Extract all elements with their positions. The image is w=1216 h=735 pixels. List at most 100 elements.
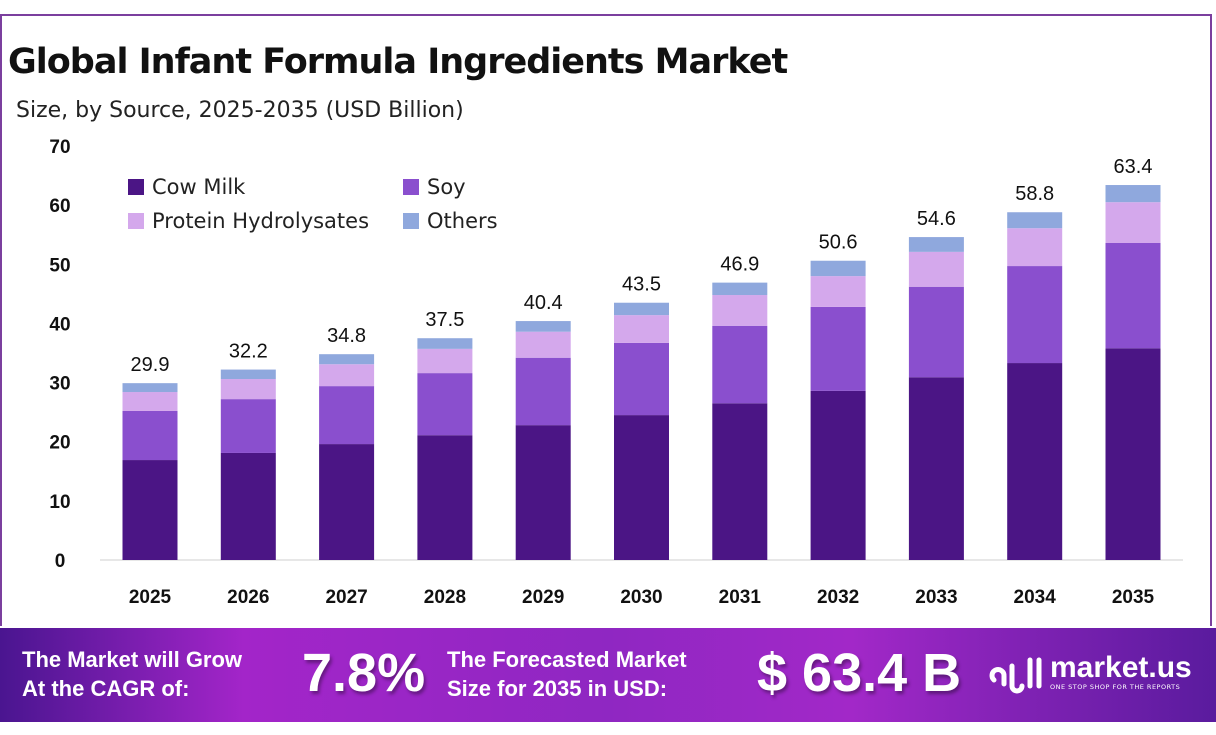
chart-subtitle: Size, by Source, 2025-2035 (USD Billion) — [16, 98, 464, 123]
bar-segment-others — [1105, 185, 1161, 203]
bar-segment-cow-milk — [122, 460, 178, 560]
y-tick-label: 60 — [49, 196, 70, 217]
bar-segment-protein-hydrolysates — [220, 379, 276, 400]
total-label: 54.6 — [917, 208, 956, 230]
x-tick-label: 2026 — [227, 587, 269, 608]
total-label: 40.4 — [524, 292, 563, 314]
bar-segment-cow-milk — [1105, 348, 1161, 560]
legend-label: Cow Milk — [152, 175, 246, 199]
legend-swatch — [128, 179, 144, 195]
cagr-label-line1: The Market will Grow — [22, 647, 243, 672]
bar-segment-soy — [1105, 242, 1161, 349]
total-label: 58.8 — [1015, 183, 1054, 205]
bar-segment-protein-hydrolysates — [122, 392, 178, 411]
cagr-label-line2: At the CAGR of: — [22, 676, 190, 701]
x-tick-label: 2033 — [915, 587, 957, 608]
y-tick-label: 70 — [49, 137, 70, 158]
bar-segment-protein-hydrolysates — [417, 348, 473, 374]
total-label: 63.4 — [1114, 156, 1153, 178]
bar-segment-protein-hydrolysates — [1007, 228, 1063, 267]
x-tick-label: 2034 — [1014, 587, 1057, 608]
x-tick-label: 2030 — [620, 587, 662, 608]
bar-segment-cow-milk — [614, 415, 669, 560]
bar-segment-protein-hydrolysates — [319, 364, 375, 387]
bar-segment-soy — [220, 399, 276, 453]
bar-segment-soy — [417, 373, 473, 436]
bar-segment-soy — [810, 306, 866, 391]
bar-segment-cow-milk — [417, 435, 473, 560]
bar-segment-soy — [319, 386, 375, 445]
total-label: 32.2 — [229, 341, 268, 363]
bar-segment-cow-milk — [1007, 363, 1063, 560]
bar-segment-others — [614, 302, 669, 316]
bar-segment-protein-hydrolysates — [908, 251, 964, 287]
chart-title: Global Infant Formula Ingredients Market — [8, 42, 788, 82]
forecast-label-line1: The Forecasted Market — [447, 647, 687, 672]
chart-frame — [0, 14, 1212, 626]
x-tick-label: 2027 — [325, 587, 367, 608]
y-tick-label: 30 — [49, 374, 70, 395]
total-label: 50.6 — [819, 232, 858, 254]
bar-segment-others — [417, 338, 473, 349]
bar-segment-cow-milk — [810, 390, 866, 560]
logo-tagline: ONE STOP SHOP FOR THE REPORTS — [1050, 683, 1181, 691]
legend-swatch — [403, 213, 419, 229]
y-tick-label: 20 — [49, 433, 70, 454]
bar-segment-cow-milk — [908, 377, 964, 560]
legend-item: Others — [403, 209, 498, 233]
bar-segment-others — [515, 321, 571, 332]
forecast-label-line2: Size for 2035 in USD: — [447, 676, 668, 701]
total-label: 34.8 — [327, 325, 366, 347]
bar-segment-soy — [614, 342, 669, 416]
forecast-label: The Forecasted Market Size for 2035 in U… — [447, 645, 687, 703]
bar-segment-protein-hydrolysates — [614, 315, 669, 343]
bar-segment-protein-hydrolysates — [515, 331, 571, 358]
y-tick-label: 0 — [55, 551, 66, 572]
bar-segment-others — [712, 282, 768, 296]
bar-segment-protein-hydrolysates — [810, 276, 866, 307]
y-tick-label: 50 — [49, 255, 70, 276]
bar-segment-others — [122, 383, 178, 393]
total-label: 46.9 — [720, 254, 759, 276]
bar-segment-cow-milk — [712, 403, 768, 560]
bar-segment-others — [319, 354, 375, 365]
y-tick-label: 40 — [49, 314, 70, 335]
x-tick-label: 2035 — [1112, 587, 1155, 608]
x-tick-label: 2029 — [522, 587, 564, 608]
logo-mark-icon — [989, 657, 1042, 694]
legend-label: Soy — [427, 175, 466, 199]
total-label: 37.5 — [425, 309, 464, 331]
x-tick-label: 2032 — [817, 587, 859, 608]
cagr-label: The Market will Grow At the CAGR of: — [22, 645, 242, 703]
x-tick-label: 2028 — [424, 587, 466, 608]
bar-segment-cow-milk — [515, 425, 571, 560]
logo-name: market.us — [1050, 651, 1192, 684]
bar-segment-others — [908, 237, 964, 252]
total-label: 29.9 — [131, 354, 170, 376]
total-label: 43.5 — [622, 274, 661, 296]
bar-segment-cow-milk — [319, 444, 375, 560]
bar-segment-soy — [122, 410, 178, 461]
legend-swatch — [128, 213, 144, 229]
x-tick-label: 2025 — [129, 587, 172, 608]
bar-segment-soy — [1007, 266, 1063, 364]
legend-item: Protein Hydrolysates — [128, 209, 369, 233]
bar-segment-protein-hydrolysates — [1105, 202, 1161, 243]
legend-item: Cow Milk — [128, 175, 246, 199]
cagr-value: 7.8% — [302, 643, 426, 703]
bar-segment-others — [220, 369, 276, 380]
legend-label: Others — [427, 209, 498, 233]
legend-swatch — [403, 179, 419, 195]
bar-segment-soy — [515, 357, 571, 426]
market-us-logo: market.us ONE STOP SHOP FOR THE REPORTS — [988, 650, 1192, 694]
legend-item: Soy — [403, 175, 466, 199]
x-tick-label: 2031 — [719, 587, 762, 608]
legend-label: Protein Hydrolysates — [152, 209, 369, 233]
summary-banner: The Market will Grow At the CAGR of: 7.8… — [0, 628, 1216, 722]
bar-segment-cow-milk — [220, 452, 276, 560]
forecast-value: $ 63.4 B — [757, 643, 962, 703]
y-tick-label: 10 — [49, 492, 70, 513]
bar-segment-soy — [712, 325, 768, 404]
bar-segment-protein-hydrolysates — [712, 295, 768, 326]
